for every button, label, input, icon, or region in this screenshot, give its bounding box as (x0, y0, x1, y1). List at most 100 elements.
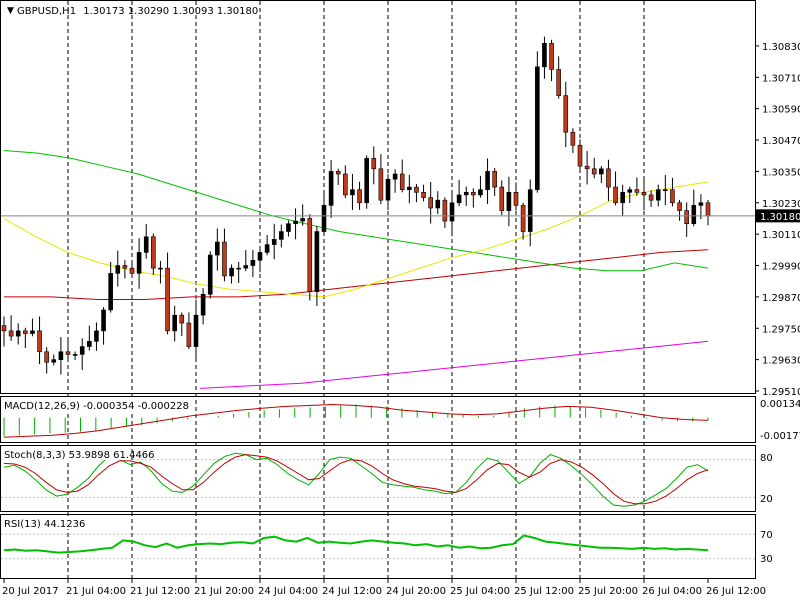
price-tick-label: 1.29990 (762, 262, 800, 273)
candle-up (328, 171, 334, 206)
candle-down (670, 189, 675, 204)
ma-yellow-line (3, 181, 709, 298)
candle-up (250, 259, 256, 266)
candle-up (620, 192, 625, 204)
candle-down (399, 173, 405, 190)
candle-up (478, 189, 483, 196)
candle-up (698, 202, 704, 206)
candle-up (599, 168, 604, 175)
candle-down (584, 165, 590, 170)
candle-down (513, 192, 519, 206)
candle-down (165, 267, 170, 332)
candle-down (343, 173, 348, 196)
symbol-dropdown-icon[interactable]: ▼ (7, 6, 14, 16)
candle-up (193, 314, 199, 347)
time-axis: 20 Jul 2017 21 Jul 04:00 21 Jul 12:00 21 Ju… (2, 579, 766, 597)
candle-down (307, 218, 313, 292)
price-tick-label: 1.30350 (762, 167, 800, 178)
candle-down (684, 210, 689, 224)
stoch-label-bg (2, 448, 130, 460)
candle-down (648, 194, 654, 201)
candle-down (606, 168, 611, 188)
price-tick-label: 1.30830 (762, 42, 800, 53)
macd-tick-top: 0.001343 (760, 399, 800, 410)
macd-indicator (3, 403, 709, 438)
macd-signal-line (3, 403, 709, 438)
candle-down (414, 186, 419, 193)
candle-down (421, 192, 426, 198)
rsi-label-bg (2, 517, 78, 529)
candle-up (236, 267, 241, 270)
stoch-k-line (3, 452, 709, 507)
time-tick-label: 24 Jul 12:00 (322, 586, 382, 597)
stochastic-indicator (1, 452, 755, 507)
candle-down (549, 42, 554, 70)
candle-down (122, 265, 128, 269)
candle-up (293, 220, 298, 224)
candle-down (179, 314, 185, 324)
time-tick-label: 26 Jul 04:00 (642, 586, 702, 597)
price-tick-label: 1.30470 (762, 136, 800, 147)
price-tick-label: 1.30230 (762, 199, 800, 210)
time-tick-label: 21 Jul 12:00 (130, 586, 190, 597)
candle-up (207, 254, 213, 295)
candle-up (51, 359, 57, 363)
candle-down (44, 351, 49, 363)
candle-up (279, 231, 284, 240)
candle-up (385, 178, 391, 201)
candle-up (392, 173, 398, 180)
rsi-panel-frame (0, 514, 756, 579)
current-price-label: 1.30180 (760, 212, 800, 223)
candle-up (300, 218, 305, 222)
candle-down (335, 171, 341, 175)
candle-down (641, 192, 647, 196)
candle-down (634, 189, 640, 193)
candle-up (655, 189, 661, 201)
candle-up (663, 189, 668, 191)
time-tick-label: 25 Jul 04:00 (450, 586, 510, 597)
candle-up (435, 199, 441, 209)
candle-down (556, 69, 561, 96)
candle-down (492, 171, 497, 188)
candle-down (705, 202, 711, 217)
price-tick-label: 1.30590 (762, 105, 800, 116)
candle-up (108, 273, 113, 311)
macd-label-bg (2, 399, 162, 411)
time-tick-label: 25 Jul 20:00 (578, 586, 638, 597)
macd-tick-bottom: -0.00177 (760, 431, 800, 442)
stoch-d-line (3, 454, 709, 505)
candle-up (535, 66, 540, 191)
rsi-label: RSI(13) 44.1236 (4, 519, 85, 530)
candle-up (229, 267, 234, 277)
candle-up (72, 354, 78, 356)
macd-panel-frame (0, 396, 756, 443)
price-axis: 1.30830 1.30710 1.30590 1.30470 1.30350 1.302… (755, 42, 800, 398)
candle-down (520, 205, 526, 232)
time-tick-label: 20 Jul 2017 (2, 586, 59, 597)
candle-up (79, 346, 85, 355)
candle-down (570, 131, 576, 146)
candle-up (101, 309, 106, 332)
candle-down (613, 186, 618, 204)
chart-header: GBPUSD,H1 1.30173 1.30290 1.30093 1.3018… (17, 6, 258, 17)
rsi-indicator (1, 533, 755, 560)
candle-up (463, 192, 469, 196)
current-price-tag (756, 209, 800, 223)
candle-up (115, 265, 121, 274)
stoch-panel-frame (0, 445, 756, 512)
time-tick-label: 21 Jul 20:00 (194, 586, 254, 597)
candle-down (677, 202, 682, 211)
macd-label: MACD(12,26,9) -0.000354 -0.000228 (4, 401, 189, 412)
candle-down (499, 186, 505, 211)
candle-down (1, 325, 7, 332)
candle-up (172, 314, 177, 332)
time-tick-label: 21 Jul 04:00 (66, 586, 126, 597)
price-tick-label: 1.29750 (762, 324, 800, 335)
candle-up (94, 330, 99, 342)
candle-up (30, 330, 35, 334)
candle-up (215, 241, 220, 256)
candle-up (321, 205, 327, 232)
candle-down (37, 330, 42, 353)
candle-up (449, 202, 455, 222)
